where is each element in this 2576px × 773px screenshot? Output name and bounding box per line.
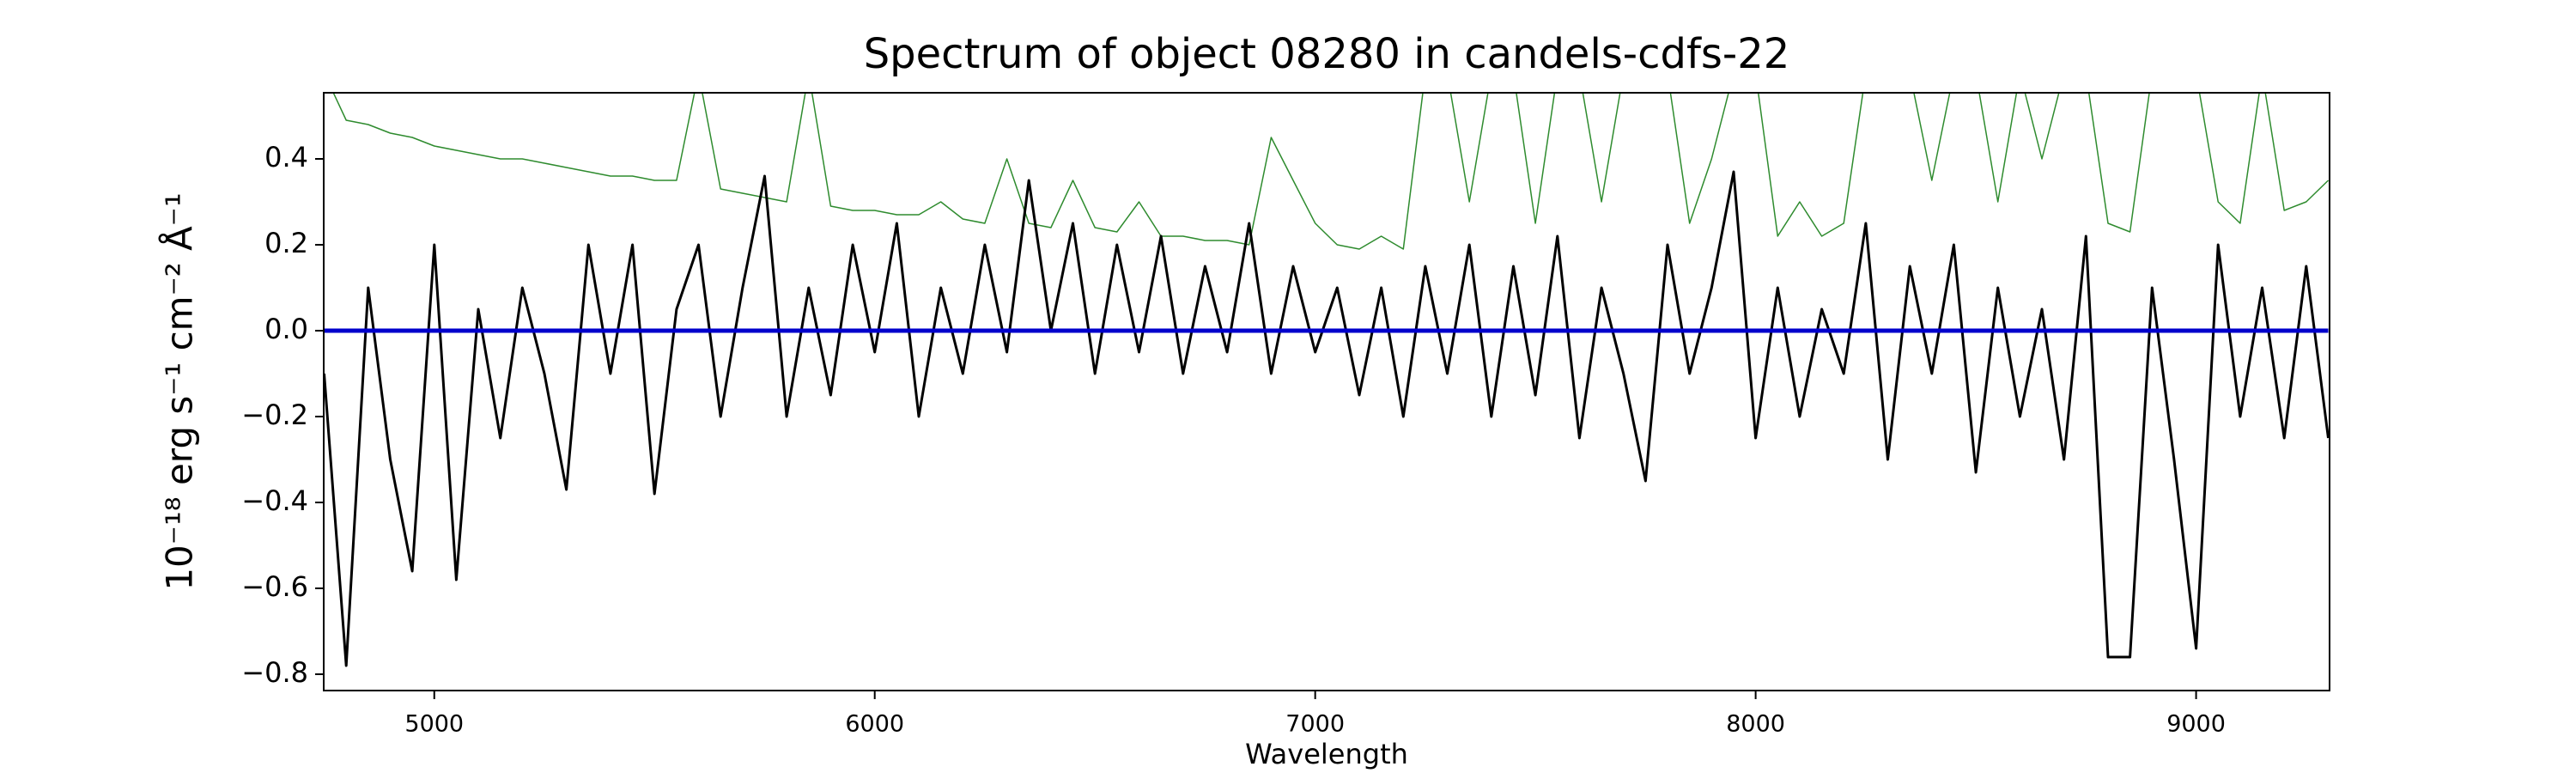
spectrum-line bbox=[332, 93, 2330, 250]
x-tick-label: 6000 bbox=[845, 711, 904, 738]
y-tick-label: 0.2 bbox=[264, 227, 308, 259]
y-tick-label: 0.0 bbox=[264, 313, 308, 345]
chart-title: Spectrum of object 08280 in candels-cdfs… bbox=[864, 30, 1790, 78]
y-tick-label: −0.6 bbox=[241, 570, 308, 603]
x-tick-label: 9000 bbox=[2166, 711, 2226, 738]
x-axis-label: Wavelength bbox=[1245, 738, 1408, 770]
y-tick-label: −0.4 bbox=[241, 484, 308, 517]
x-tick-label: 7000 bbox=[1285, 711, 1345, 738]
spectrum-line bbox=[324, 170, 2330, 667]
x-tick-label: 8000 bbox=[1726, 711, 1785, 738]
y-tick-label: −0.2 bbox=[241, 399, 308, 431]
x-tick-label: 5000 bbox=[404, 711, 464, 738]
plot-area bbox=[324, 93, 2330, 667]
y-axis-label: 10⁻¹⁸ erg s⁻¹ cm⁻² Å⁻¹ bbox=[158, 192, 201, 590]
y-tick-label: 0.4 bbox=[264, 141, 308, 173]
y-tick-label: −0.8 bbox=[241, 656, 308, 689]
plot-frame bbox=[323, 92, 2330, 691]
